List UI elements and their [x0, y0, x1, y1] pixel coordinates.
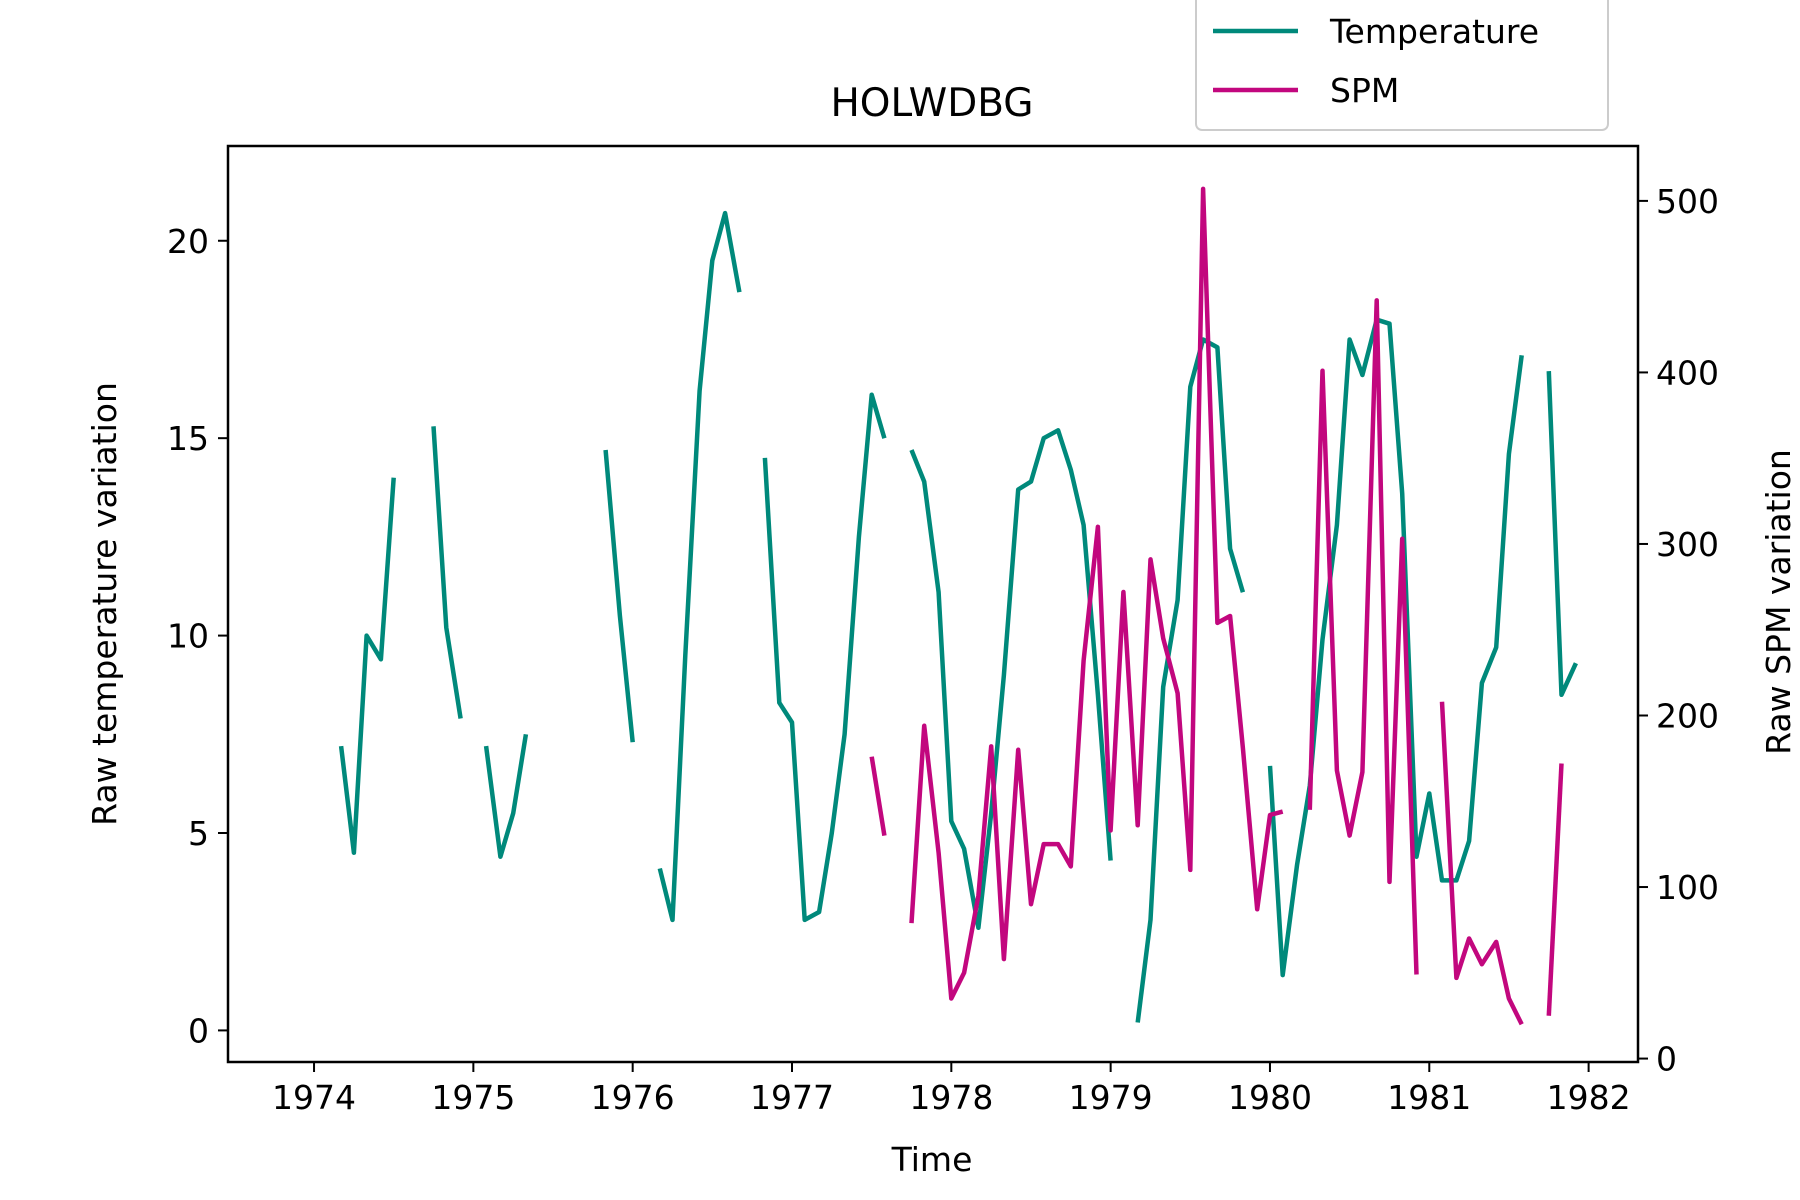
y-axis-left-label: Raw temperature variation	[85, 382, 124, 826]
spm-series-segment-1	[909, 186, 1284, 1001]
temperature-series-segment-3	[603, 449, 635, 743]
legend: Temperature SPM	[1195, 0, 1609, 131]
y-right-tick-label: 0	[1656, 1040, 1677, 1079]
spm-series-segment-2	[1307, 298, 1419, 975]
y-axis-right-label: Raw SPM variation	[1759, 449, 1798, 755]
x-tick-label: 1974	[272, 1078, 356, 1117]
temperature-series-segment-4	[657, 210, 742, 923]
y-right-tick-label: 300	[1656, 525, 1719, 564]
axes-layer: 1974 1975 1976 1977 1978 1979 1980 1981 1982 0 5 10…	[167, 144, 1719, 1117]
x-tick-label: 1976	[591, 1078, 675, 1117]
y-right-tick-label: 500	[1656, 182, 1719, 221]
plot-frame	[226, 144, 1640, 1064]
y-left-tick-label: 15	[167, 419, 209, 458]
y-left-tick-label: 10	[167, 617, 209, 656]
temperature-series-segment-0	[338, 477, 396, 855]
temperature-series-segment-7	[1135, 337, 1246, 1023]
spm-series-segment-0	[869, 756, 887, 836]
y-left-tick-label: 5	[188, 814, 209, 853]
x-tick-label: 1978	[909, 1078, 993, 1117]
y-right-tick-label: 400	[1656, 353, 1719, 392]
temperature-series-segment-2	[483, 733, 529, 859]
y-right-tick-label: 100	[1656, 868, 1719, 907]
y-right-tick-label: 200	[1656, 696, 1719, 735]
temperature-series-segment-6	[909, 428, 1113, 931]
series-layer	[338, 186, 1578, 1026]
x-axis-label: Time	[891, 1140, 973, 1179]
temperature-series-segment-5	[762, 392, 887, 923]
temperature-series-segment-1	[431, 426, 463, 719]
y-left-tick-label: 20	[167, 222, 209, 261]
y-left-tick-label: 0	[188, 1011, 209, 1050]
x-tick-label: 1981	[1387, 1078, 1471, 1117]
x-tick-label: 1975	[431, 1078, 515, 1117]
x-tick-label: 1982	[1547, 1078, 1631, 1117]
spm-series-segment-3	[1439, 701, 1524, 1026]
legend-label-spm: SPM	[1330, 71, 1399, 110]
legend-label-temperature: Temperature	[1329, 12, 1539, 51]
x-tick-label: 1980	[1228, 1078, 1312, 1117]
x-tick-label: 1979	[1069, 1078, 1153, 1117]
spm-series-segment-4	[1546, 763, 1564, 1016]
legend-box	[1195, 0, 1609, 131]
temperature-series-segment-9	[1546, 371, 1578, 698]
x-tick-label: 1977	[750, 1078, 834, 1117]
chart-title: HOLWDBG	[830, 81, 1033, 126]
